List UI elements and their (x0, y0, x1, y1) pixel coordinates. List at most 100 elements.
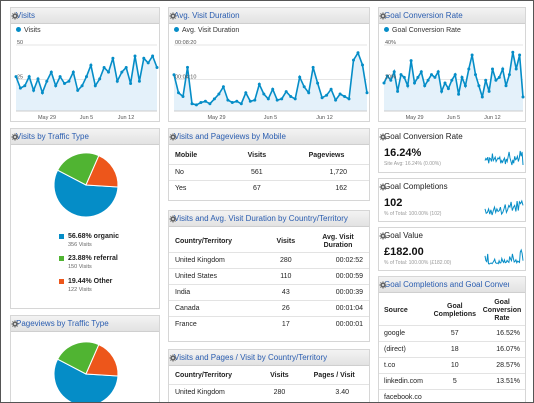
data-point[interactable] (298, 75, 302, 79)
data-point[interactable] (93, 84, 97, 88)
data-point[interactable] (338, 92, 342, 96)
data-point[interactable] (474, 73, 477, 77)
data-point[interactable] (460, 75, 464, 79)
data-point[interactable] (361, 63, 364, 67)
data-point[interactable] (199, 101, 203, 104)
widget-title[interactable]: Goal Completions (384, 182, 448, 191)
data-point[interactable] (440, 89, 444, 93)
data-point[interactable] (40, 91, 44, 95)
data-point[interactable] (423, 84, 427, 88)
data-point[interactable] (111, 56, 115, 60)
data-point[interactable] (419, 70, 423, 74)
data-point[interactable] (470, 53, 474, 57)
data-point[interactable] (58, 75, 62, 79)
data-point[interactable] (316, 81, 320, 85)
data-point[interactable] (14, 75, 18, 79)
data-point[interactable] (280, 97, 284, 101)
data-point[interactable] (230, 101, 234, 104)
data-point[interactable] (226, 98, 230, 102)
data-point[interactable] (356, 51, 360, 55)
pie-slice-other[interactable] (85, 344, 119, 377)
data-point[interactable] (477, 84, 481, 88)
data-point[interactable] (151, 54, 155, 58)
widget-title[interactable]: Goal Completions and Goal Conversi... (384, 280, 509, 289)
data-point[interactable] (89, 63, 93, 67)
data-point[interactable] (399, 73, 403, 77)
data-point[interactable] (186, 65, 189, 69)
table-cell[interactable]: France (169, 316, 265, 333)
gear-icon[interactable] (169, 354, 177, 362)
data-point[interactable] (262, 92, 266, 96)
column-header[interactable]: Avg. Visit Duration (322, 234, 354, 249)
pie-slice-other[interactable] (85, 155, 119, 188)
data-point[interactable] (467, 67, 471, 71)
column-header[interactable]: Visits (276, 238, 296, 245)
data-point[interactable] (409, 59, 413, 63)
data-point[interactable] (311, 65, 315, 69)
pie-slice-organic[interactable] (53, 358, 119, 403)
data-point[interactable] (487, 89, 491, 93)
pie-slice-referral[interactable] (56, 152, 100, 186)
data-point[interactable] (494, 78, 498, 82)
data-point[interactable] (430, 73, 433, 77)
table-cell[interactable]: United States (169, 268, 265, 285)
data-point[interactable] (491, 67, 494, 71)
data-point[interactable] (27, 75, 31, 79)
widget-title[interactable]: Visits by Traffic Type (16, 132, 89, 141)
data-point[interactable] (266, 97, 270, 101)
data-point[interactable] (389, 78, 393, 82)
gear-icon[interactable] (11, 320, 19, 328)
data-point[interactable] (18, 86, 22, 90)
column-header[interactable]: Pages / Visit (313, 371, 355, 379)
data-point[interactable] (124, 66, 128, 69)
data-point[interactable] (293, 97, 297, 101)
data-point[interactable] (433, 75, 437, 79)
data-point[interactable] (85, 75, 88, 79)
column-header[interactable]: Country/Territory (175, 371, 233, 379)
gear-icon[interactable] (379, 281, 387, 289)
data-point[interactable] (271, 87, 275, 91)
widget-title[interactable]: Pageviews by Traffic Type (16, 319, 109, 328)
data-point[interactable] (396, 89, 400, 93)
column-header[interactable]: Country/Territory (175, 238, 233, 245)
data-point[interactable] (480, 95, 484, 99)
column-header[interactable]: Visits (247, 151, 267, 159)
widget-title[interactable]: Visits and Pages / Visit by Country/Terr… (174, 353, 328, 362)
table-cell[interactable]: United Kingdom (169, 252, 265, 269)
table-cell[interactable]: t.co (379, 357, 431, 374)
data-point[interactable] (450, 78, 454, 82)
table-cell[interactable]: linkedin.com (379, 373, 431, 390)
data-point[interactable] (217, 92, 221, 96)
gear-icon[interactable] (379, 12, 387, 20)
data-point[interactable] (284, 90, 288, 94)
data-point[interactable] (406, 84, 410, 88)
data-point[interactable] (514, 67, 518, 71)
data-point[interactable] (177, 91, 180, 95)
data-point[interactable] (36, 77, 40, 81)
table-cell[interactable]: (direct) (379, 341, 431, 358)
column-header[interactable]: Pageviews (308, 151, 345, 159)
table-cell[interactable]: India (169, 284, 265, 301)
data-point[interactable] (352, 58, 355, 62)
data-point[interactable] (329, 87, 333, 91)
gear-icon[interactable] (379, 133, 387, 141)
data-point[interactable] (426, 78, 430, 82)
column-header[interactable]: Mobile (175, 151, 198, 159)
data-point[interactable] (107, 70, 110, 74)
widget-title[interactable]: Goal Conversion Rate (384, 132, 463, 141)
data-point[interactable] (446, 87, 450, 91)
data-point[interactable] (67, 79, 71, 83)
gear-icon[interactable] (11, 133, 19, 141)
data-point[interactable] (115, 79, 119, 83)
gear-icon[interactable] (169, 12, 177, 20)
data-point[interactable] (320, 96, 324, 100)
gear-icon[interactable] (169, 215, 177, 223)
column-header[interactable]: Goal Conversion Rate (482, 299, 522, 322)
widget-title[interactable]: Visits (16, 11, 35, 20)
data-point[interactable] (23, 84, 27, 88)
data-point[interactable] (518, 53, 522, 57)
data-point[interactable] (392, 70, 396, 74)
data-point[interactable] (80, 84, 84, 88)
data-point[interactable] (501, 67, 505, 71)
data-point[interactable] (343, 95, 347, 98)
